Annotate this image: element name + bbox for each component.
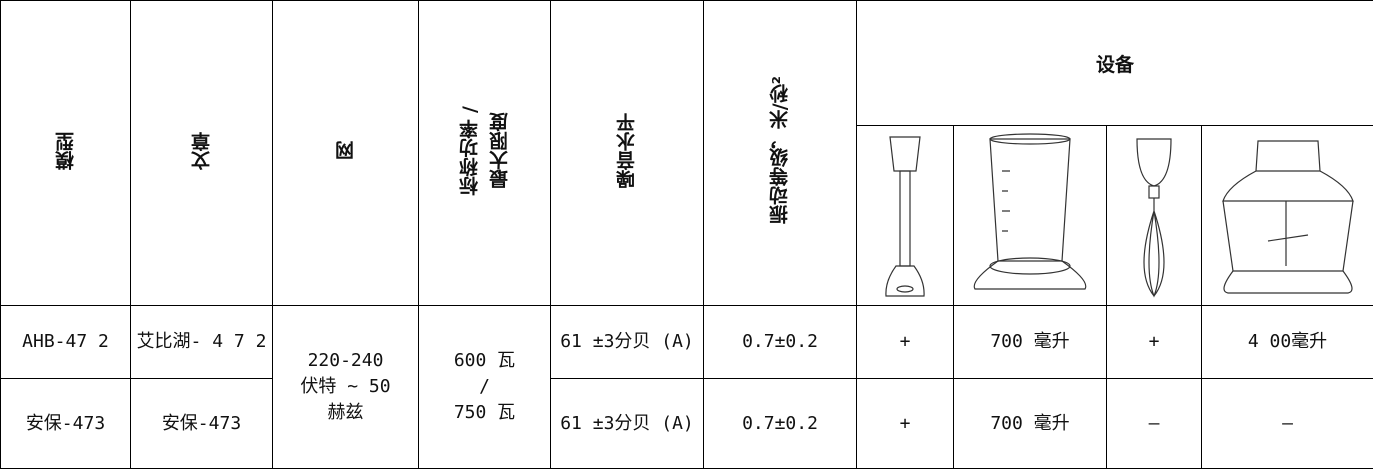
chopper-icon	[1208, 131, 1368, 301]
header-text: 模型	[51, 132, 81, 170]
whisk-icon	[1119, 131, 1189, 301]
header-text: 设备	[1096, 54, 1134, 76]
header-text: 网	[331, 141, 361, 160]
cell-line: 600 瓦	[419, 348, 550, 374]
cell: 61 ±3分贝 (A)	[551, 379, 704, 469]
header-cell: 文章	[131, 1, 273, 306]
cell: 61 ±3分贝 (A)	[551, 306, 704, 379]
cell: 安保-473	[131, 379, 273, 469]
header-cell: 振动等级，米/秒²	[704, 1, 857, 306]
cell-line: 220-240	[273, 348, 418, 374]
cell-line: 750 瓦	[419, 400, 550, 426]
header-line: 标称功率 /	[455, 106, 485, 196]
image-cell	[954, 126, 1107, 306]
header-text: 文章	[187, 132, 217, 170]
header-cell: 设备	[857, 1, 1373, 126]
cell: 600 瓦/750 瓦	[419, 306, 551, 469]
cell: +	[857, 306, 954, 379]
cell-line: /	[419, 374, 550, 400]
image-cell	[1107, 126, 1202, 306]
cell: 700 毫升	[954, 306, 1107, 379]
cell: +	[1107, 306, 1202, 379]
header-line: 最大限度	[485, 106, 515, 196]
header-cell: 网	[273, 1, 419, 306]
cell: 安保-473	[1, 379, 131, 469]
cell: –	[1202, 379, 1373, 469]
header-text: 标称功率 /最大限度	[455, 106, 515, 196]
cell-line: 赫兹	[273, 400, 418, 426]
cell-line: 伏特 ~ 50	[273, 374, 418, 400]
image-cell	[1202, 126, 1373, 306]
header-cell: 模型	[1, 1, 131, 306]
header-cell: 标称功率 /最大限度	[419, 1, 551, 306]
header-text: 振动等级，米/秒²	[765, 76, 795, 224]
cell: 700 毫升	[954, 379, 1107, 469]
cell: +	[857, 379, 954, 469]
cell: AHB-47 2	[1, 306, 131, 379]
header-text: 噪音水平	[612, 113, 642, 189]
cell: 0.7±0.2	[704, 306, 857, 379]
cell: –	[1107, 379, 1202, 469]
header-cell: 噪音水平	[551, 1, 704, 306]
beaker-icon	[960, 131, 1100, 301]
blender-stick-icon	[870, 131, 940, 301]
cell: 4 00毫升	[1202, 306, 1373, 379]
cell: 0.7±0.2	[704, 379, 857, 469]
image-cell	[857, 126, 954, 306]
cell: 艾比湖- 4 7 2	[131, 306, 273, 379]
